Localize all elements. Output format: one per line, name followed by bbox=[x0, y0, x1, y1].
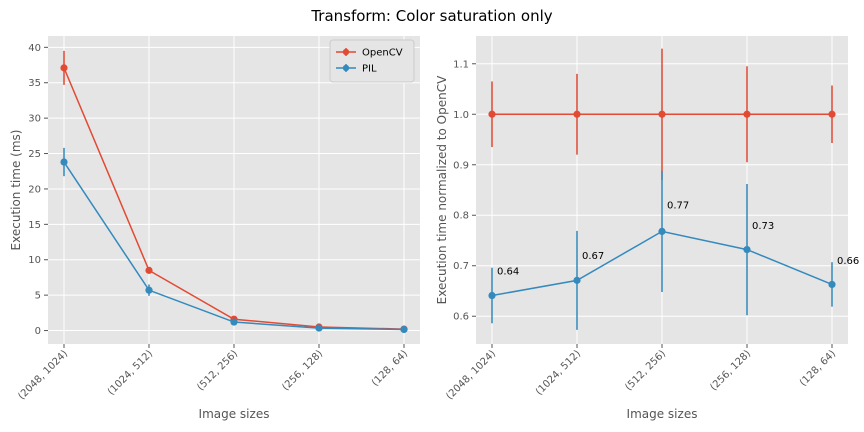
chart-execution-time: 0 5 10 15 20 25 30 35 40 (2048, 1024) (1024, 512) (… bbox=[9, 36, 420, 421]
x-tick-label: (2048, 1024) bbox=[16, 348, 70, 402]
legend-marker bbox=[342, 48, 350, 56]
legend-marker bbox=[342, 64, 350, 72]
y-axis-label: Execution time normalized to OpenCV bbox=[435, 75, 449, 304]
data-point bbox=[828, 280, 836, 289]
data-point bbox=[658, 227, 666, 236]
y-tick-label: 30 bbox=[28, 114, 41, 125]
data-point bbox=[658, 110, 666, 118]
data-point bbox=[60, 64, 68, 72]
legend-entry: OpenCV bbox=[362, 48, 403, 59]
x-tick-label: (512, 256) bbox=[623, 348, 668, 393]
y-axis-label: Execution time (ms) bbox=[9, 130, 23, 251]
data-point bbox=[828, 110, 836, 118]
y-tick-label: 15 bbox=[28, 220, 41, 231]
x-tick-label: (256, 128) bbox=[280, 348, 325, 393]
x-tick-label: (128, 64) bbox=[798, 348, 838, 388]
x-tick-label: (256, 128) bbox=[708, 348, 753, 393]
y-tick-label: 10 bbox=[28, 255, 41, 266]
legend-entry: PIL bbox=[362, 64, 377, 75]
y-tick-label: 20 bbox=[28, 184, 41, 195]
figure-title: Transform: Color saturation only bbox=[310, 7, 552, 25]
data-label: 0.73 bbox=[752, 221, 774, 232]
y-tick-label: 0.6 bbox=[453, 312, 469, 323]
data-point bbox=[488, 110, 496, 118]
y-tick-label: 1.1 bbox=[453, 59, 469, 70]
data-label: 0.66 bbox=[837, 256, 859, 267]
y-tick-label: 1.0 bbox=[453, 110, 469, 121]
data-point bbox=[743, 110, 751, 118]
data-label: 0.67 bbox=[582, 251, 604, 262]
data-point bbox=[488, 291, 496, 300]
chart-normalized-time: 0.6 0.7 0.8 0.9 1.0 1.1 (2048, 1024) (1024, 512… bbox=[435, 36, 859, 421]
x-tick-label: (1024, 512) bbox=[106, 348, 155, 397]
data-point bbox=[743, 245, 751, 254]
x-tick-label: (1024, 512) bbox=[534, 348, 583, 397]
y-tick-label: 35 bbox=[28, 78, 41, 89]
x-tick-label: (128, 64) bbox=[370, 348, 410, 388]
y-tick-label: 5 bbox=[35, 291, 41, 302]
x-axis-label: Image sizes bbox=[627, 407, 698, 421]
legend-box bbox=[329, 39, 415, 83]
data-label: 0.77 bbox=[667, 201, 689, 212]
y-tick-label: 0.8 bbox=[453, 211, 469, 222]
y-tick-label: 0.7 bbox=[453, 261, 469, 272]
data-point bbox=[400, 325, 408, 334]
data-point bbox=[573, 110, 581, 118]
x-axis-label: Image sizes bbox=[199, 407, 270, 421]
data-point bbox=[60, 158, 68, 166]
data-point bbox=[315, 324, 323, 332]
x-tick-label: (512, 256) bbox=[195, 348, 240, 393]
data-label: 0.64 bbox=[497, 266, 519, 277]
x-tick-label: (2048, 1024) bbox=[444, 348, 498, 402]
data-point bbox=[145, 266, 153, 274]
y-tick-label: 40 bbox=[28, 43, 41, 54]
data-point bbox=[145, 286, 153, 294]
y-tick-label: 0 bbox=[35, 326, 41, 337]
data-point bbox=[230, 318, 238, 326]
data-point bbox=[573, 276, 581, 284]
y-tick-label: 25 bbox=[28, 149, 41, 160]
y-tick-label: 0.9 bbox=[453, 160, 469, 171]
